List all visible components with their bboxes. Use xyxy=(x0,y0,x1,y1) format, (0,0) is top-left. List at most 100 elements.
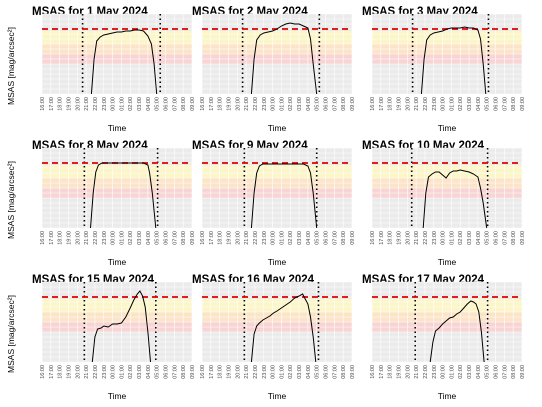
x-tick-label: 02:00 xyxy=(458,97,464,111)
x-tick-label: 01:00 xyxy=(449,97,455,111)
msas-curve xyxy=(250,22,318,95)
x-tick-label: 19:00 xyxy=(66,231,72,245)
x-tick-label: 03:00 xyxy=(137,97,143,111)
x-tick-label: 18:00 xyxy=(58,365,64,379)
x-tick-label: 03:00 xyxy=(137,365,143,379)
x-tick-label: 08:00 xyxy=(181,97,187,111)
x-tick-label: 01:00 xyxy=(449,365,455,379)
x-tick-label: 06:00 xyxy=(494,97,500,111)
msas-curve xyxy=(90,162,157,229)
y-axis-label: MSAS [mag/arcsec²] xyxy=(6,27,16,105)
y-axis-label: MSAS [mag/arcsec²] xyxy=(6,295,16,373)
x-tick-label: 06:00 xyxy=(164,365,170,379)
msas-curve xyxy=(91,290,151,363)
x-tick-label: 09:00 xyxy=(520,365,526,379)
x-tick-label: 09:00 xyxy=(520,231,526,245)
x-tick-label: 23:00 xyxy=(262,231,268,245)
x-tick-label: 07:00 xyxy=(502,365,508,379)
x-tick-label: 08:00 xyxy=(511,231,517,245)
quality-band-yellow xyxy=(202,299,352,312)
x-tick-label: 21:00 xyxy=(244,97,250,111)
x-tick-label: 09:00 xyxy=(350,97,356,111)
x-tick-label: 17:00 xyxy=(379,97,385,111)
x-tick-label: 05:00 xyxy=(485,365,491,379)
x-tick-label: 01:00 xyxy=(279,231,285,245)
x-tick-label: 17:00 xyxy=(49,97,55,111)
x-tick-label: 21:00 xyxy=(84,97,90,111)
x-tick-label: 03:00 xyxy=(297,97,303,111)
x-tick-label: 00:00 xyxy=(271,365,277,379)
x-tick-label: 21:00 xyxy=(84,365,90,379)
x-tick-label: 20:00 xyxy=(405,231,411,245)
x-tick-label: 16:00 xyxy=(370,365,376,379)
x-tick-label: 21:00 xyxy=(414,365,420,379)
x-tick-label: 19:00 xyxy=(226,97,232,111)
x-tick-label: 00:00 xyxy=(271,97,277,111)
x-tick-label: 22:00 xyxy=(93,97,99,111)
x-tick-label: 23:00 xyxy=(432,97,438,111)
x-tick-label: 20:00 xyxy=(405,97,411,111)
x-tick-label: 21:00 xyxy=(414,97,420,111)
x-tick-label: 17:00 xyxy=(209,365,215,379)
x-tick-label: 04:00 xyxy=(476,231,482,245)
x-tick-label: 04:00 xyxy=(146,97,152,111)
x-tick-label: 16:00 xyxy=(370,97,376,111)
x-tick-label: 16:00 xyxy=(40,231,46,245)
quality-band-yellow xyxy=(202,165,352,178)
msas-curve xyxy=(250,293,317,363)
x-tick-label: 08:00 xyxy=(341,231,347,245)
x-axis-label: Time xyxy=(108,257,127,267)
x-tick-label: 02:00 xyxy=(128,231,134,245)
x-tick-label: 09:00 xyxy=(520,97,526,111)
x-tick-label: 23:00 xyxy=(262,365,268,379)
x-tick-label: 07:00 xyxy=(502,231,508,245)
quality-band-yellow xyxy=(42,31,192,44)
quality-band-yellow xyxy=(202,31,352,44)
x-tick-label: 20:00 xyxy=(235,97,241,111)
x-tick-label: 07:00 xyxy=(172,231,178,245)
x-tick-label: 22:00 xyxy=(253,231,259,245)
x-tick-label: 05:00 xyxy=(485,231,491,245)
x-tick-label: 23:00 xyxy=(262,97,268,111)
x-tick-label: 22:00 xyxy=(93,365,99,379)
x-tick-label: 21:00 xyxy=(414,231,420,245)
x-tick-label: 01:00 xyxy=(119,365,125,379)
x-tick-label: 18:00 xyxy=(388,365,394,379)
quality-band-yellow xyxy=(372,31,522,44)
x-tick-label: 05:00 xyxy=(155,231,161,245)
x-tick-label: 18:00 xyxy=(388,97,394,111)
x-tick-label: 01:00 xyxy=(119,231,125,245)
x-tick-label: 19:00 xyxy=(226,365,232,379)
x-tick-label: 03:00 xyxy=(297,231,303,245)
x-tick-label: 03:00 xyxy=(297,365,303,379)
x-tick-label: 16:00 xyxy=(200,365,206,379)
x-tick-label: 00:00 xyxy=(441,97,447,111)
x-tick-label: 22:00 xyxy=(253,365,259,379)
x-tick-label: 06:00 xyxy=(324,365,330,379)
x-tick-label: 20:00 xyxy=(405,365,411,379)
x-tick-label: 04:00 xyxy=(476,97,482,111)
x-tick-label: 16:00 xyxy=(200,231,206,245)
x-axis-label: Time xyxy=(438,391,457,401)
x-tick-label: 18:00 xyxy=(218,231,224,245)
x-tick-label: 19:00 xyxy=(66,97,72,111)
x-tick-label: 09:00 xyxy=(190,97,196,111)
x-tick-label: 00:00 xyxy=(271,231,277,245)
x-tick-label: 22:00 xyxy=(423,97,429,111)
x-tick-label: 05:00 xyxy=(485,97,491,111)
x-axis-label: Time xyxy=(268,391,287,401)
x-tick-label: 17:00 xyxy=(379,231,385,245)
x-tick-label: 05:00 xyxy=(155,97,161,111)
x-tick-label: 07:00 xyxy=(332,365,338,379)
x-tick-label: 07:00 xyxy=(332,231,338,245)
x-tick-label: 05:00 xyxy=(315,97,321,111)
x-tick-label: 04:00 xyxy=(146,365,152,379)
x-tick-label: 08:00 xyxy=(511,97,517,111)
